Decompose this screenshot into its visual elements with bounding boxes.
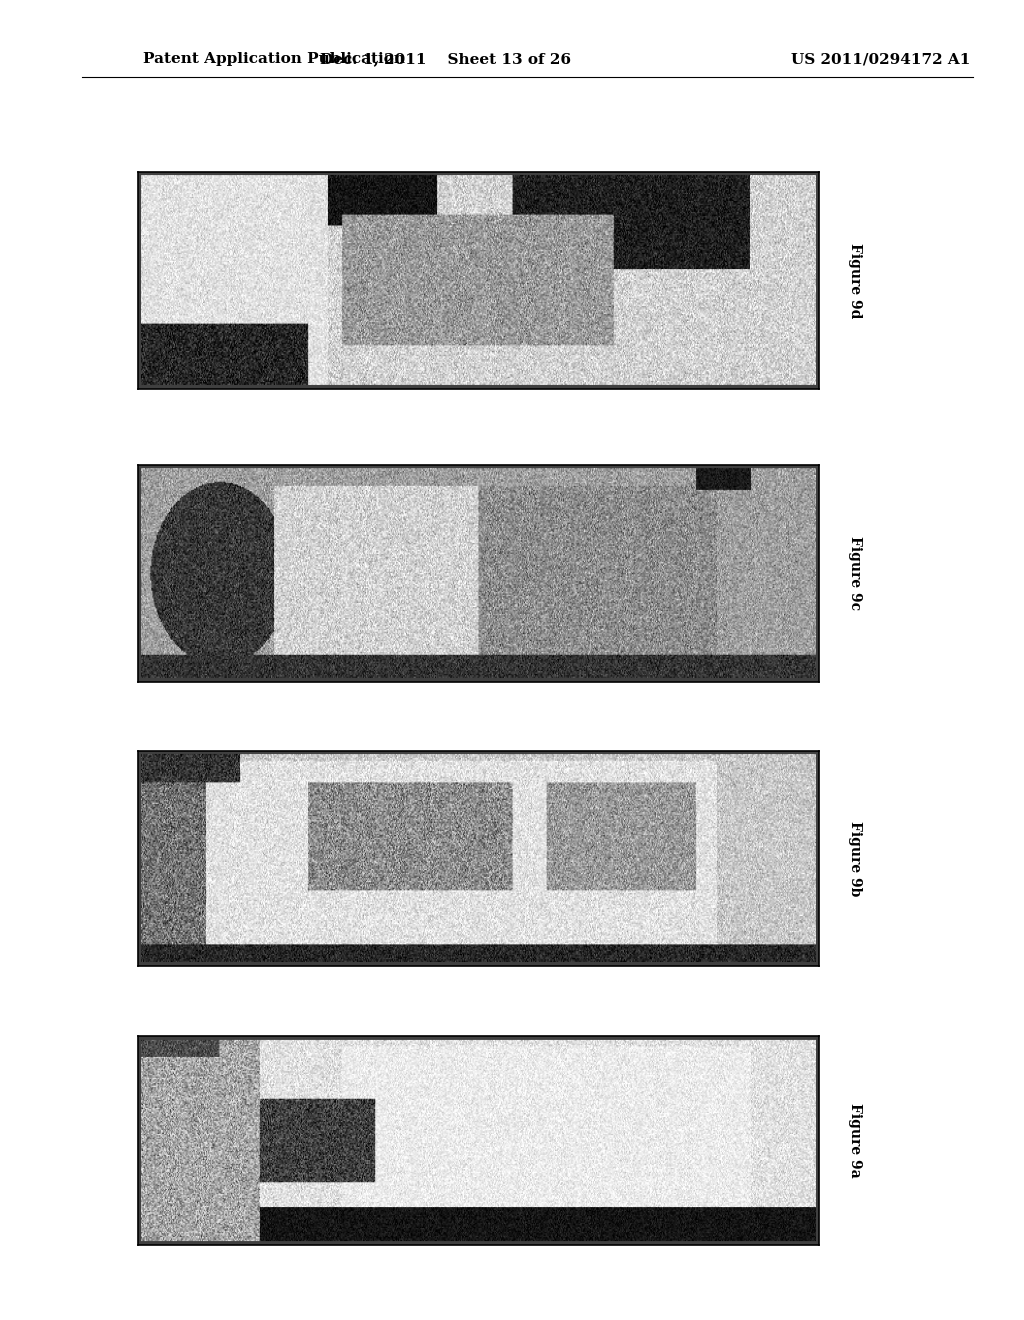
Text: Figure 9c: Figure 9c — [848, 536, 862, 611]
Text: Figure 9a: Figure 9a — [848, 1104, 862, 1177]
Text: Dec. 1, 2011    Sheet 13 of 26: Dec. 1, 2011 Sheet 13 of 26 — [319, 53, 571, 66]
Text: Patent Application Publication: Patent Application Publication — [143, 53, 406, 66]
Text: US 2011/0294172 A1: US 2011/0294172 A1 — [791, 53, 971, 66]
Text: Figure 9d: Figure 9d — [848, 243, 862, 318]
Text: Figure 9b: Figure 9b — [848, 821, 862, 896]
